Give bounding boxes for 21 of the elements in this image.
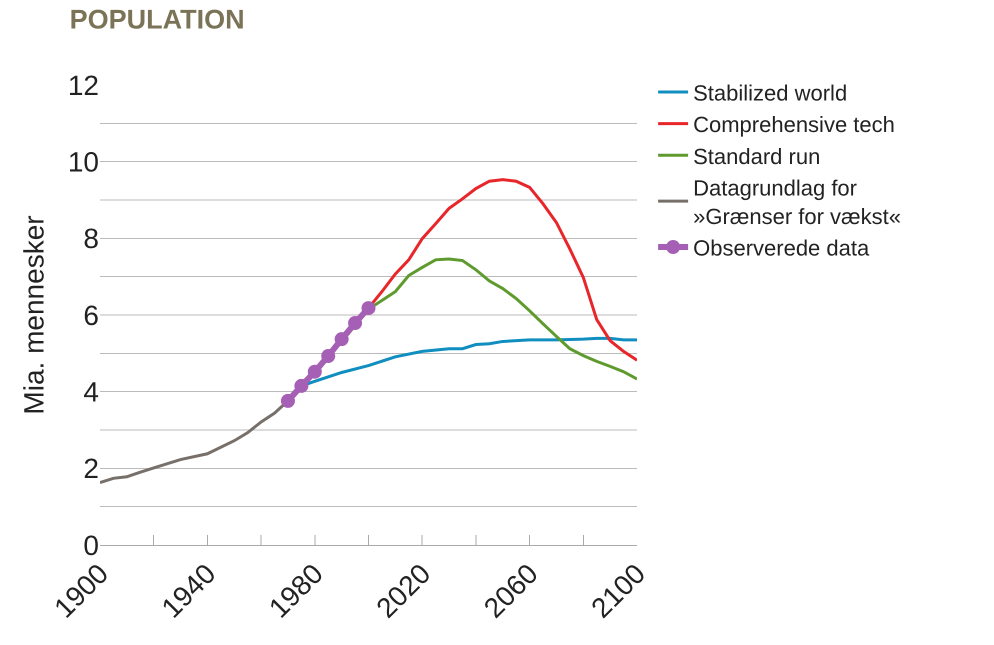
y-tick-label: 2 xyxy=(83,453,99,484)
legend-label: Observerede data xyxy=(693,236,870,261)
chart-title: POPULATION xyxy=(70,4,245,35)
y-tick-label: 12 xyxy=(68,70,99,101)
y-tick-label: 0 xyxy=(83,530,99,561)
point xyxy=(280,394,295,408)
point xyxy=(308,364,322,379)
point xyxy=(334,332,349,346)
legend-label: Datagrundlag for »Grænser for vækst« xyxy=(693,175,901,229)
legend-label: Stabilized world xyxy=(693,80,848,106)
point xyxy=(321,349,336,364)
y-tick-label: 10 xyxy=(68,146,99,178)
y-tick-label: 4 xyxy=(83,376,99,408)
y-tick-label: 8 xyxy=(83,223,99,254)
legend-label: Standard run xyxy=(693,144,820,169)
y-axis-title: Mia. mennesker xyxy=(18,215,50,415)
point xyxy=(348,316,362,330)
y-tick-label: 6 xyxy=(83,300,99,331)
point xyxy=(294,378,308,393)
legend-label: Comprehensive tech xyxy=(693,112,895,138)
point xyxy=(362,301,376,316)
